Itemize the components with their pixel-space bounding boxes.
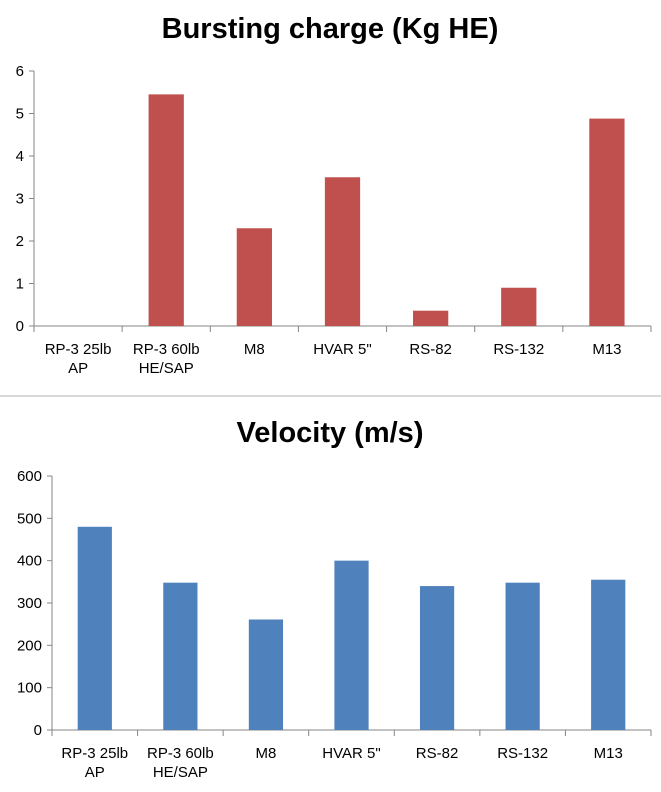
chart-title: Bursting charge (Kg HE): [162, 13, 499, 45]
bar: [324, 177, 361, 326]
y-tick-label: 4: [16, 148, 24, 165]
x-category-label: RP-3 25lb: [61, 745, 128, 762]
y-tick-label: 400: [17, 553, 42, 570]
bar: [77, 526, 112, 730]
x-category-label: RP-3 25lb: [45, 341, 112, 358]
bar: [248, 619, 284, 730]
x-category-label: HVAR 5": [313, 341, 371, 358]
bar: [334, 560, 369, 730]
bar: [148, 94, 184, 326]
x-category-label: M13: [594, 745, 623, 762]
bursting-charge-chart: Bursting charge (Kg HE) 0 1 2 3 4 5 6 RP-3 25lb…: [0, 0, 661, 392]
x-category-label: RS-82: [416, 745, 459, 762]
x-category-label: HE/SAP: [139, 360, 194, 377]
bar: [413, 310, 449, 326]
x-category-label: HE/SAP: [153, 764, 208, 781]
y-tick-label: 500: [17, 510, 42, 527]
x-category-label: HVAR 5": [322, 745, 380, 762]
x-category-label: M8: [256, 745, 277, 762]
y-tick-label: 6: [16, 63, 24, 80]
x-category-label: M13: [592, 341, 621, 358]
bar: [419, 586, 455, 730]
velocity-chart-svg: Velocity (m/s) 0 100 200 300 400 500 600 RP-3 2…: [17, 417, 652, 781]
velocity-chart: Velocity (m/s) 0 100 200 300 400 500 600 RP-3 2…: [0, 398, 661, 792]
bar: [163, 582, 198, 730]
bar: [505, 582, 540, 730]
chart-title: Velocity (m/s): [237, 417, 424, 449]
x-category-label: RS-82: [409, 341, 452, 358]
y-tick-label: 300: [17, 595, 42, 612]
x-category-label: M8: [244, 341, 265, 358]
y-tick-label: 0: [34, 722, 42, 739]
y-tick-label: 1: [16, 276, 24, 293]
bar: [589, 118, 625, 326]
y-tick-label: 600: [17, 468, 42, 485]
y-tick-label: 2: [16, 233, 24, 250]
bar: [591, 579, 626, 730]
x-category-label: RP-3 60lb: [133, 341, 200, 358]
x-category-label: RS-132: [497, 745, 548, 762]
y-tick-label: 3: [16, 191, 24, 208]
x-category-label: RS-132: [493, 341, 544, 358]
chart-divider: [0, 395, 661, 397]
bar: [501, 287, 537, 326]
x-category-label: AP: [85, 764, 105, 781]
bursting-charge-chart-svg: Bursting charge (Kg HE) 0 1 2 3 4 5 6 RP-3 25lb…: [16, 13, 652, 377]
y-tick-label: 0: [16, 318, 24, 335]
y-tick-label: 100: [17, 680, 42, 697]
x-category-label: AP: [68, 360, 88, 377]
x-category-label: RP-3 60lb: [147, 745, 214, 762]
y-tick-label: 200: [17, 637, 42, 654]
y-tick-label: 5: [16, 106, 24, 123]
bar: [236, 228, 272, 326]
